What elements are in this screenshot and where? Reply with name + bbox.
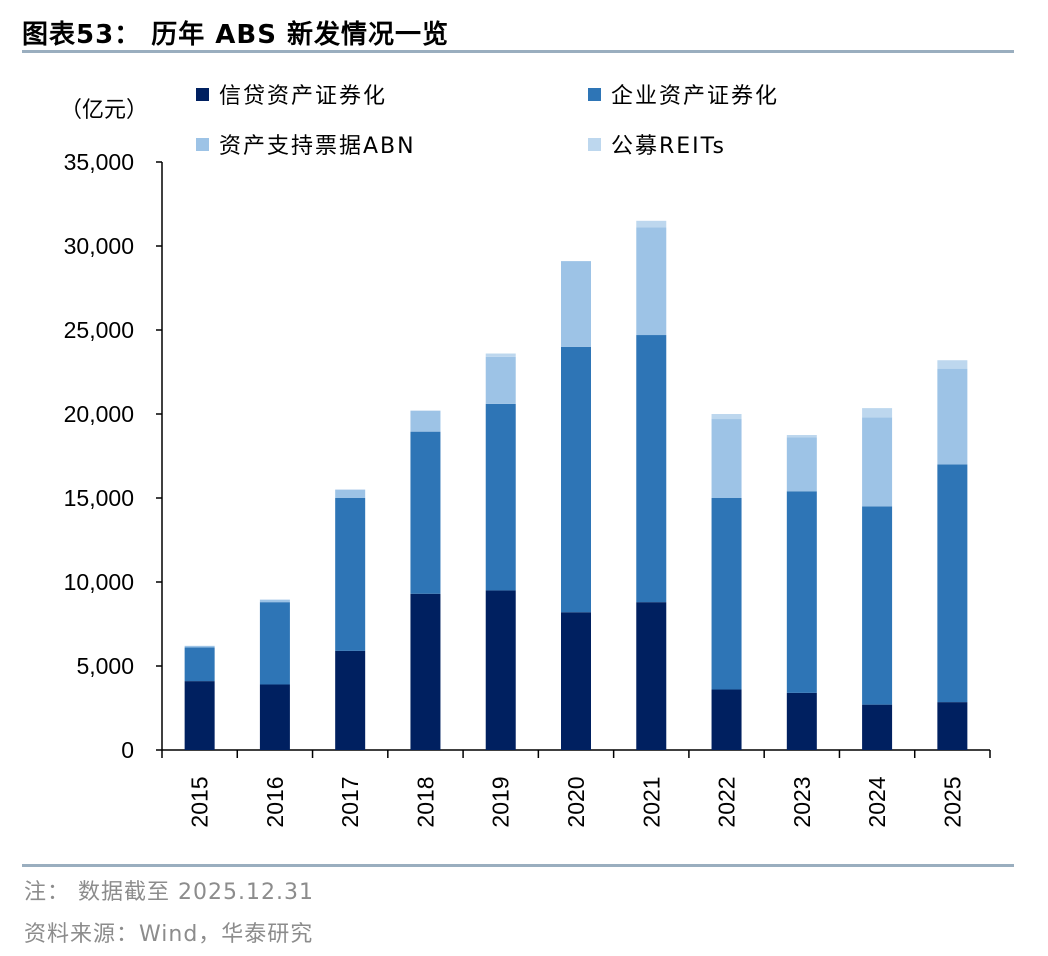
x-tick-label: 2024 bbox=[864, 776, 890, 827]
bar-segment-2019-s2 bbox=[485, 356, 516, 404]
bar-segment-2015-s2 bbox=[184, 645, 215, 648]
bar-segment-2018-s1 bbox=[410, 431, 441, 594]
bar-segment-2019-s1 bbox=[485, 403, 516, 591]
y-tick-label: 0 bbox=[121, 737, 134, 763]
legend-label-corporate-abs: 企业资产证券化 bbox=[611, 84, 780, 109]
bar-segment-2024-s1 bbox=[862, 506, 893, 705]
bar-segment-2021-s3 bbox=[636, 220, 667, 228]
x-tick-label: 2025 bbox=[939, 776, 965, 827]
x-tick-label: 2020 bbox=[563, 776, 589, 827]
bar-segment-2015-s1 bbox=[184, 647, 215, 682]
legend-label-credit-abs: 信贷资产证券化 bbox=[219, 84, 388, 109]
bar-segment-2018-s2 bbox=[410, 410, 441, 432]
y-tick-label: 10,000 bbox=[64, 569, 134, 595]
bar-segment-2016-s1 bbox=[259, 602, 290, 685]
x-axis: 2015 2016 2017 2018 2019 2020 2021 2022 2023 2024… bbox=[161, 749, 991, 828]
figure-title: 图表53： 历年 ABS 新发情况一览 bbox=[22, 20, 450, 50]
bar-segment-2022-s0 bbox=[711, 689, 742, 750]
bar-segment-2023-s1 bbox=[786, 491, 817, 693]
y-tick-label: 25,000 bbox=[64, 317, 134, 343]
bar-segment-2019-s0 bbox=[485, 590, 516, 750]
bar-segment-2016-s0 bbox=[259, 684, 290, 750]
legend-swatch-corporate-abs bbox=[588, 87, 601, 101]
unit-label: （亿元） bbox=[60, 98, 149, 123]
bar-segment-2020-s1 bbox=[561, 346, 591, 613]
x-tick-label: 2022 bbox=[714, 776, 740, 827]
bar-segment-2021-s1 bbox=[636, 335, 667, 603]
x-tick-label: 2016 bbox=[262, 776, 288, 827]
bar-segment-2023-s2 bbox=[786, 437, 817, 492]
bar-segment-2018-s0 bbox=[410, 593, 441, 750]
legend-item-reits: 公募REITs bbox=[588, 128, 726, 160]
bar-segment-2025-s2 bbox=[937, 368, 968, 465]
x-tick-label: 2018 bbox=[412, 776, 438, 827]
bar-segment-2024-s0 bbox=[862, 704, 893, 750]
bar-segment-2017-s1 bbox=[335, 498, 366, 651]
bar-segment-2022-s3 bbox=[711, 414, 742, 420]
bar-segment-2025-s3 bbox=[937, 360, 968, 369]
bar-segment-2022-s1 bbox=[711, 498, 742, 690]
bar-segment-2023-s3 bbox=[786, 435, 817, 438]
bar-segment-2021-s0 bbox=[636, 602, 667, 750]
legend-item-corporate-abs: 企业资产证券化 bbox=[588, 78, 779, 110]
y-tick-label: 5,000 bbox=[76, 653, 134, 679]
x-tick-label: 2023 bbox=[789, 776, 815, 827]
y-tick-label: 15,000 bbox=[64, 485, 134, 511]
bar-segment-2021-s2 bbox=[636, 227, 667, 336]
bar-segment-2024-s2 bbox=[862, 417, 893, 507]
legend-swatch-abn bbox=[196, 137, 209, 151]
x-tick-label: 2017 bbox=[337, 776, 363, 827]
bar-segment-2022-s2 bbox=[711, 419, 742, 498]
y-tick-label: 20,000 bbox=[64, 401, 134, 427]
legend-item-abn: 资产支持票据ABN bbox=[196, 128, 416, 160]
y-tick-label: 30,000 bbox=[64, 233, 134, 259]
x-tick-label: 2015 bbox=[187, 776, 213, 827]
source-note: 资料来源：Wind，华泰研究 bbox=[24, 922, 314, 947]
bar-segment-2017-s2 bbox=[335, 489, 366, 498]
x-tick-label: 2021 bbox=[638, 776, 664, 827]
bar-segment-2025-s1 bbox=[937, 464, 968, 703]
legend-label-abn: 资产支持票据ABN bbox=[219, 134, 416, 159]
y-axis: 0 5,000 10,000 15,000 20,000 25,000 30,000 35,0… bbox=[64, 149, 163, 763]
y-tick-label: 35,000 bbox=[64, 149, 134, 175]
bar-segment-2024-s3 bbox=[862, 408, 893, 418]
bar-segment-2015-s0 bbox=[184, 681, 215, 750]
bar-segment-2025-s0 bbox=[937, 702, 968, 750]
top-divider bbox=[22, 50, 1014, 53]
legend-swatch-credit-abs bbox=[196, 87, 209, 101]
legend-label-reits: 公募REITs bbox=[611, 134, 726, 159]
bottom-divider bbox=[22, 864, 1014, 867]
bar-segment-2019-s3 bbox=[485, 353, 516, 357]
bar-segment-2017-s0 bbox=[335, 650, 366, 750]
legend-swatch-reits bbox=[588, 137, 601, 151]
bar-segment-2016-s2 bbox=[259, 599, 290, 603]
bar-segment-2020-s0 bbox=[561, 612, 591, 750]
bars-group bbox=[184, 220, 968, 750]
bar-segment-2023-s0 bbox=[786, 692, 817, 750]
legend-item-credit-abs: 信贷资产证券化 bbox=[196, 78, 387, 110]
bar-segment-2020-s2 bbox=[561, 261, 591, 347]
x-tick-label: 2019 bbox=[488, 776, 514, 827]
data-note: 注： 数据截至 2025.12.31 bbox=[24, 880, 314, 905]
stacked-bar-chart: 0 5,000 10,000 15,000 20,000 25,000 30,000 35,0… bbox=[64, 149, 991, 828]
